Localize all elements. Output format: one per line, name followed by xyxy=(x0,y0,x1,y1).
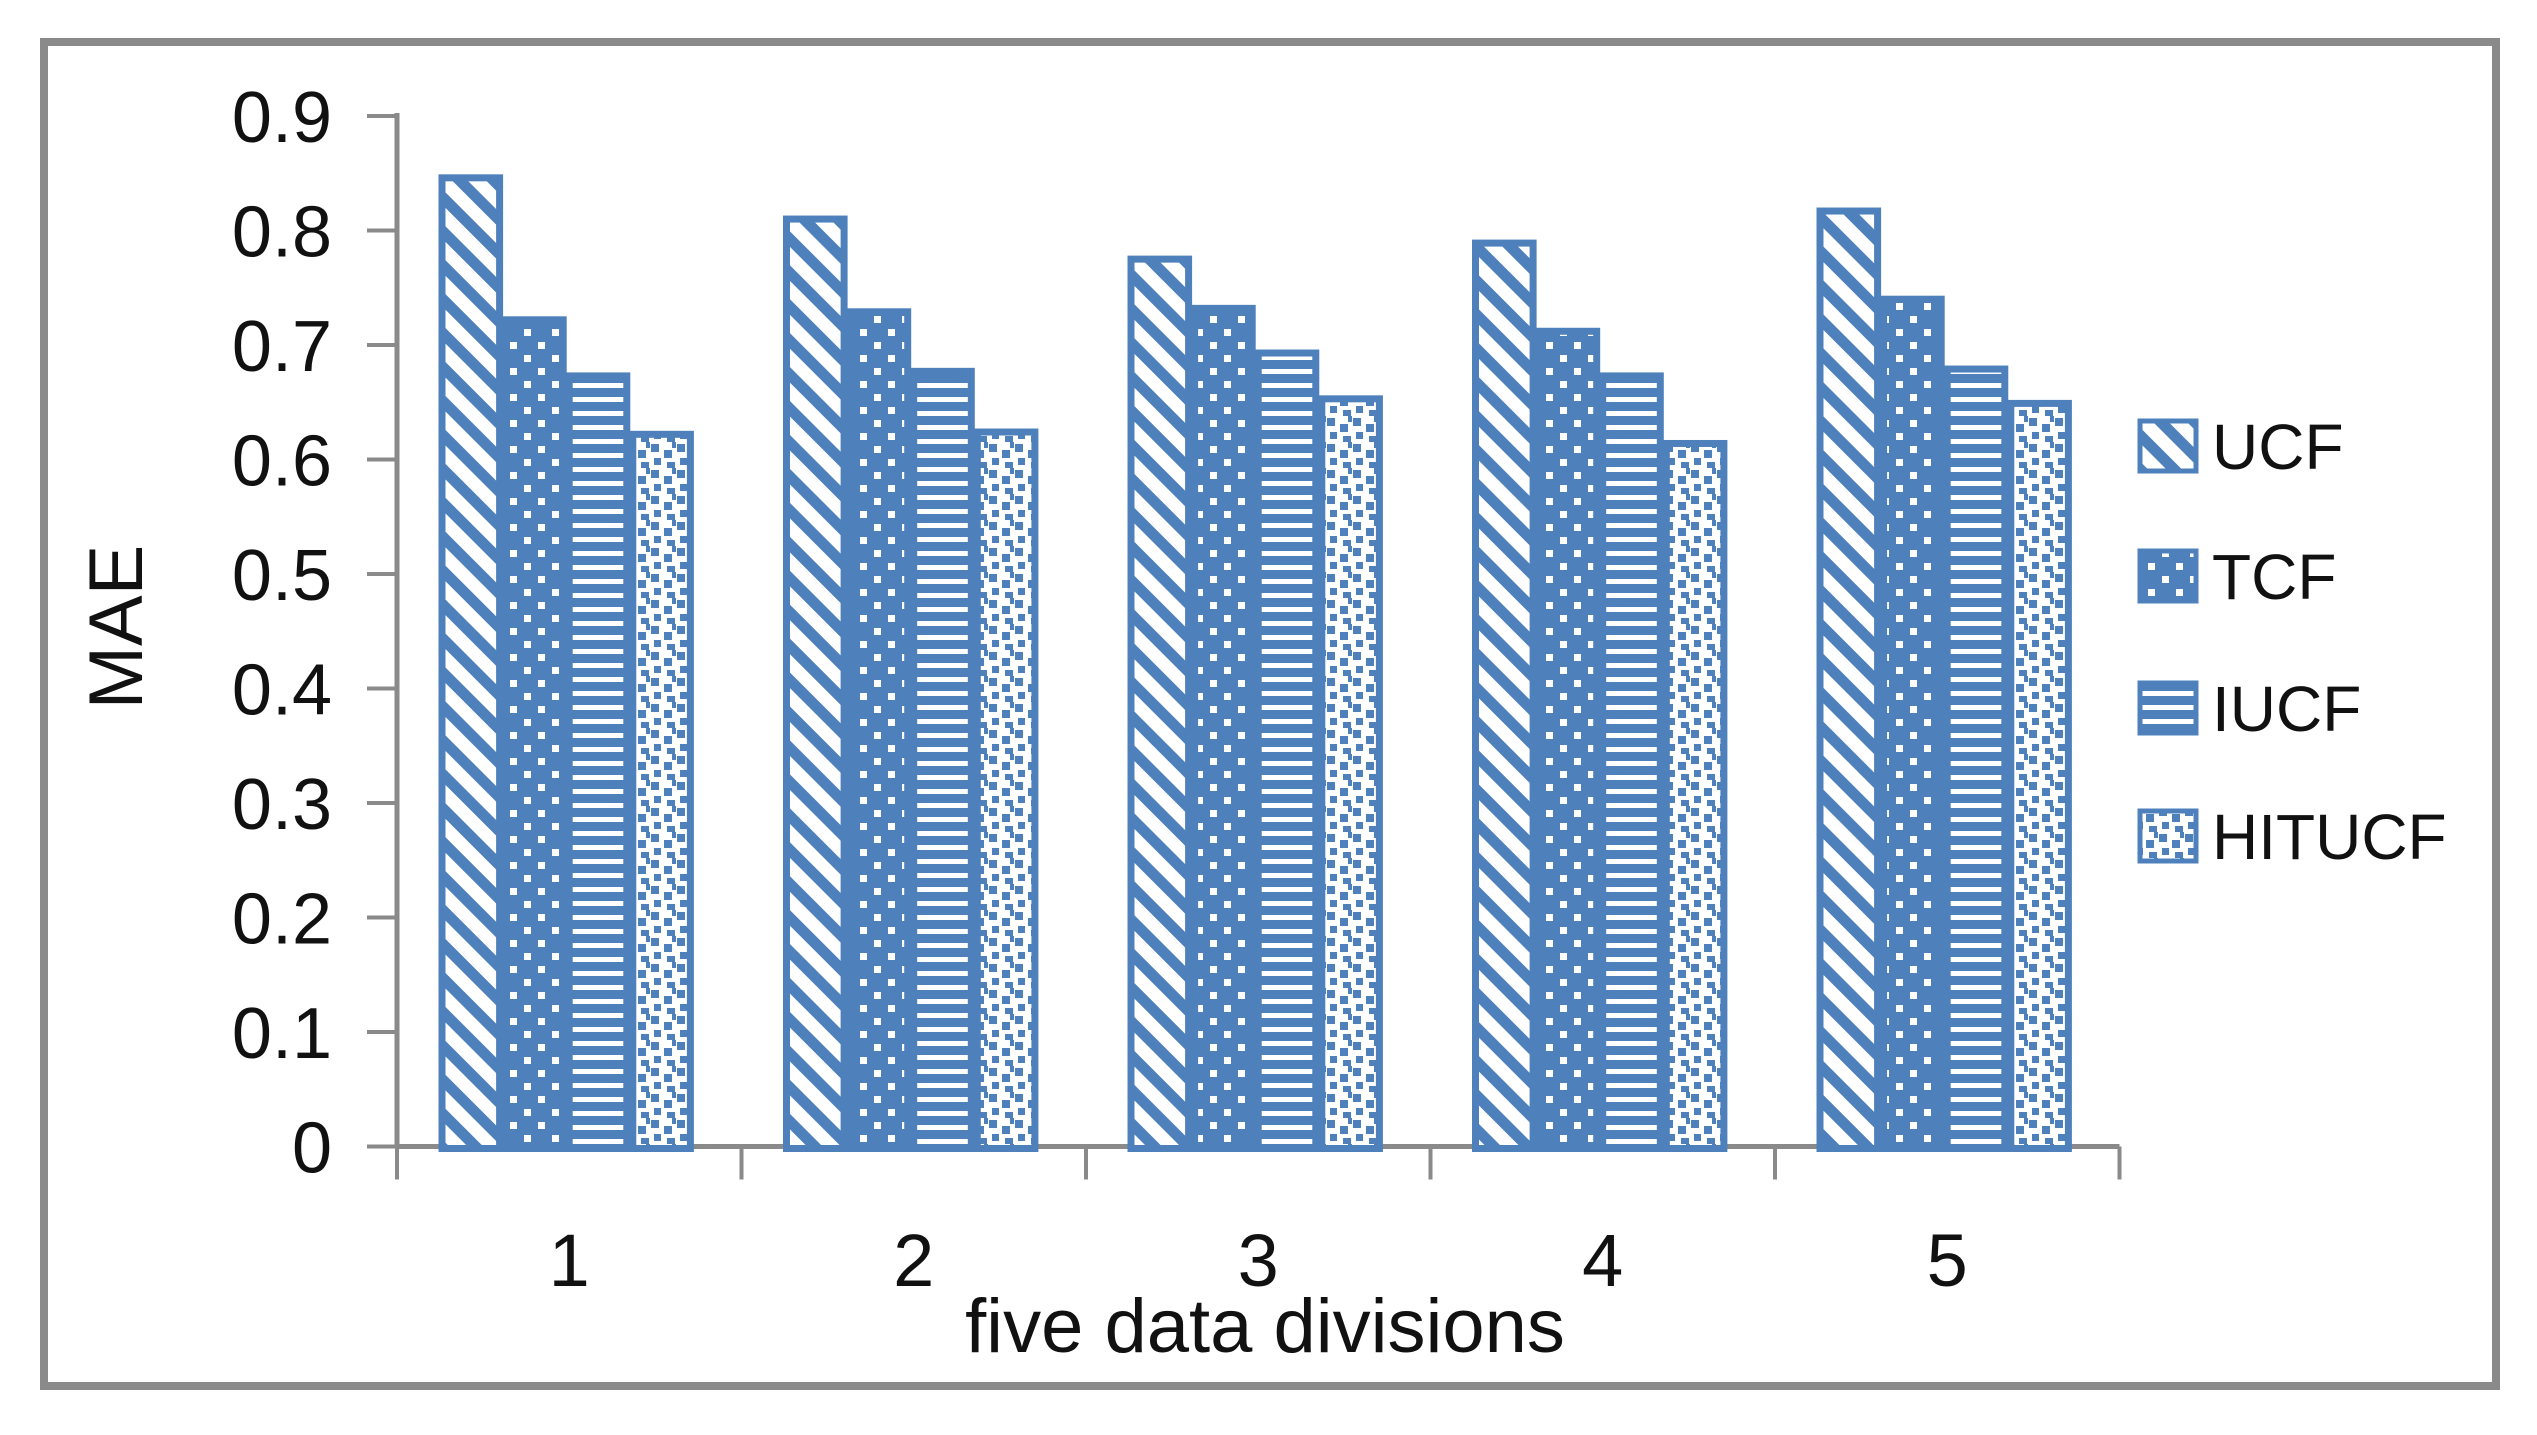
legend: UCF TCF IUCF HITUCF xyxy=(2137,411,2447,873)
y-tick-label: 0.8 xyxy=(232,193,332,273)
legend-swatch-hitucf xyxy=(2137,808,2199,864)
bar-hitucf-group2 xyxy=(973,428,1039,1152)
bar-tcf-group1 xyxy=(502,316,567,1152)
y-tick-label: 0.3 xyxy=(232,765,332,845)
x-category-label: 2 xyxy=(893,1219,934,1302)
x-category-label: 1 xyxy=(549,1219,590,1302)
y-tick-label: 0.6 xyxy=(232,422,332,502)
bar-groups xyxy=(438,174,2072,1153)
bar-ucf-group5 xyxy=(1816,207,1882,1153)
x-category-label: 4 xyxy=(1582,1219,1623,1302)
legend-swatch-tcf xyxy=(2137,548,2199,604)
axes: 0 0.1 0.2 0.3 0.4 0.5 0.6 0.7 0.8 0.9 1 2 3 4 5 xyxy=(232,78,2122,1302)
y-axis-title: MAE xyxy=(74,545,159,710)
bar-hitucf-group5 xyxy=(2007,399,2072,1152)
bar-tcf-group2 xyxy=(846,308,912,1153)
x-axis-title: five data divisions xyxy=(965,1284,1565,1369)
bar-tcf-group3 xyxy=(1191,304,1256,1152)
y-tick-label: 0.7 xyxy=(232,307,332,387)
bar-hitucf-group3 xyxy=(1318,395,1383,1152)
bar-ucf-group2 xyxy=(783,215,848,1153)
y-tick-label: 0.9 xyxy=(232,78,332,158)
legend-label-iucf: IUCF xyxy=(2212,673,2361,745)
bar-hitucf-group4 xyxy=(1662,439,1728,1153)
legend-swatch-ucf xyxy=(2137,418,2199,474)
y-tick-label: 0.4 xyxy=(232,651,332,731)
bar-iucf-group4 xyxy=(1599,372,1664,1153)
legend-label-tcf: TCF xyxy=(2212,541,2336,613)
x-category-label: 3 xyxy=(1238,1219,1279,1302)
legend-swatch-iucf xyxy=(2137,680,2199,736)
y-tick-label: 0.1 xyxy=(232,994,332,1074)
figure-border xyxy=(40,38,2500,1390)
bar-iucf-group5 xyxy=(1943,365,2009,1153)
bar-tcf-group5 xyxy=(1880,295,1945,1152)
bar-iucf-group1 xyxy=(565,372,631,1153)
legend-label-hitucf: HITUCF xyxy=(2212,801,2447,873)
bar-ucf-group1 xyxy=(438,174,504,1152)
y-tick-label: 0.2 xyxy=(232,880,332,960)
bar-iucf-group3 xyxy=(1254,349,1320,1152)
bar-ucf-group3 xyxy=(1127,255,1193,1152)
legend-label-ucf: UCF xyxy=(2212,411,2344,483)
bar-tcf-group4 xyxy=(1535,327,1601,1152)
x-category-label: 5 xyxy=(1927,1219,1968,1302)
bar-ucf-group4 xyxy=(1472,239,1537,1153)
bar-hitucf-group1 xyxy=(629,430,694,1152)
y-tick-label: 0 xyxy=(292,1109,332,1189)
y-tick-label: 0.5 xyxy=(232,536,332,616)
bar-iucf-group2 xyxy=(910,367,975,1152)
